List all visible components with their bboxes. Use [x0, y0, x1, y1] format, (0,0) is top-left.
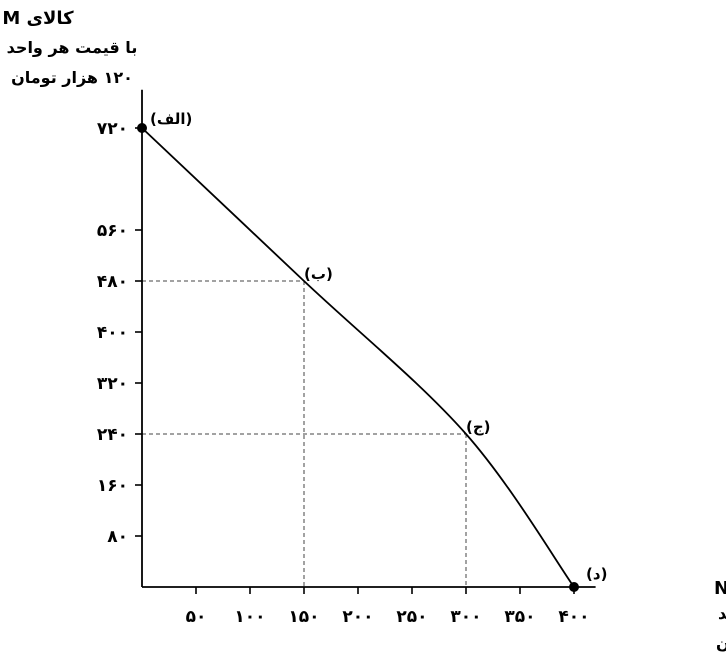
- x-axis-title-line-3: ۱۸۰ هزار تومان: [716, 634, 726, 653]
- y-tick-label: ۵۶۰: [97, 221, 128, 241]
- guide-lines: [142, 280, 467, 587]
- y-axis-title-line-2: با قیمت هر واحد: [7, 38, 138, 57]
- x-tick-label: ۱۵۰: [288, 607, 319, 627]
- point-marker: [569, 582, 579, 592]
- point-marker: [137, 123, 147, 133]
- y-axis-title-line-3: ۱۲۰ هزار تومان: [11, 68, 133, 87]
- y-axis-ticks: ۸۰ ۱۶۰ ۲۴۰ ۳۲۰ ۴۰۰ ۴۸۰ ۵۶۰ ۷۲۰: [97, 119, 142, 547]
- point-label: (ج): [466, 418, 491, 436]
- x-tick-label: ۳۰۰: [450, 607, 481, 627]
- x-tick-label: ۲۵۰: [396, 607, 427, 627]
- y-tick-label: ۱۶۰: [97, 476, 128, 496]
- y-axis-title-line-1: کالای M: [2, 8, 74, 29]
- x-tick-label: ۱۰۰: [234, 607, 265, 627]
- point-label: (ب): [304, 265, 333, 283]
- x-axis-title-line-2: با قیمت هر واحد: [718, 604, 726, 623]
- x-axis-ticks: ۵۰ ۱۰۰ ۱۵۰ ۲۰۰ ۲۵۰ ۳۰۰ ۳۵۰ ۴۰۰: [186, 587, 590, 627]
- point-label: (د): [586, 565, 607, 583]
- x-tick-label: ۴۰۰: [558, 607, 589, 627]
- x-tick-label: ۲۰۰: [342, 607, 373, 627]
- x-tick-label: ۳۵۰: [504, 607, 535, 627]
- y-tick-label: ۴۰۰: [97, 323, 128, 343]
- y-tick-label: ۳۲۰: [97, 374, 128, 394]
- y-tick-label: ۲۴۰: [97, 425, 128, 445]
- x-tick-label: ۵۰: [186, 607, 207, 627]
- curve-points: (الف) (ب) (ج) (د): [137, 110, 607, 592]
- point-label: (الف): [150, 110, 192, 128]
- y-tick-label: ۷۲۰: [97, 119, 128, 139]
- y-tick-label: ۴۸۰: [97, 272, 128, 292]
- x-axis-title-line-1: کالای N: [714, 578, 726, 599]
- y-tick-label: ۸۰: [107, 527, 128, 547]
- ppf-curve: [141, 127, 575, 588]
